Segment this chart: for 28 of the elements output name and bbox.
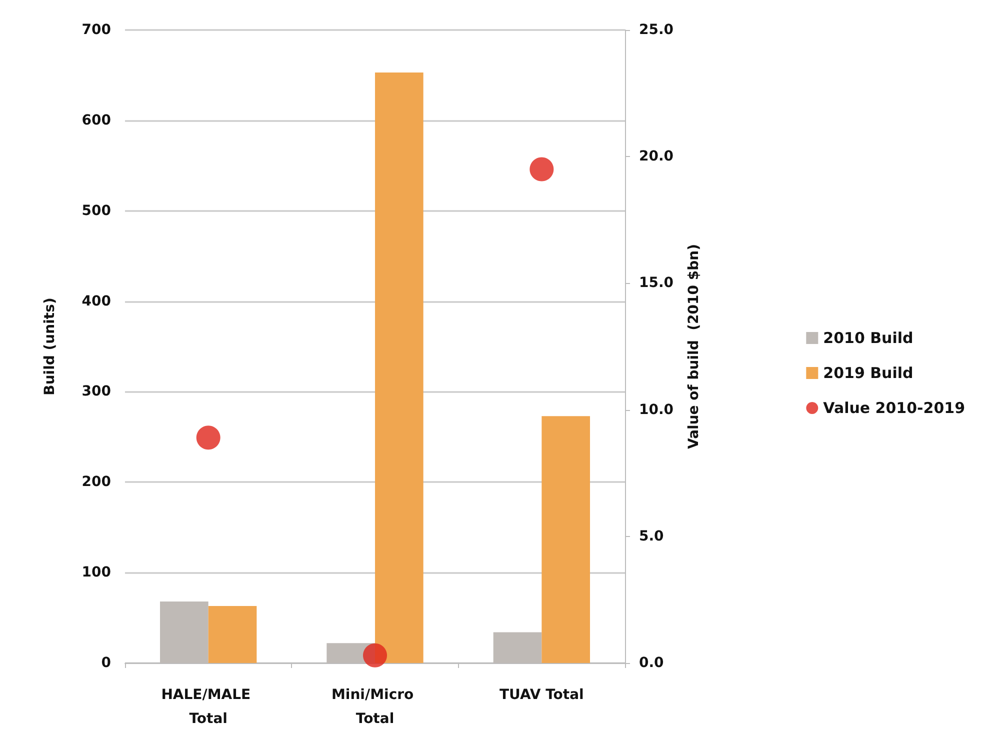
y-tick-label: 600 bbox=[82, 112, 112, 128]
y-tick-label: 100 bbox=[82, 564, 112, 581]
y2-tick-label: 15.0 bbox=[639, 275, 674, 292]
y-tick-label: 700 bbox=[82, 22, 112, 38]
x-tick-label: Mini/Micro Total bbox=[331, 687, 419, 727]
y2-axis-title: Value of build (2010 $bn) bbox=[686, 244, 702, 449]
bar bbox=[542, 416, 590, 663]
bar bbox=[208, 606, 257, 663]
y2-tick-label: 10.0 bbox=[639, 402, 674, 418]
point bbox=[530, 157, 554, 182]
y-tick-label: 500 bbox=[82, 202, 112, 219]
legend-label: 2019 Build bbox=[823, 364, 914, 382]
y-tick-label: 400 bbox=[82, 293, 112, 310]
y2-tick-label: 0.0 bbox=[639, 655, 664, 671]
point bbox=[363, 643, 387, 668]
y2-tick-label: 20.0 bbox=[639, 148, 674, 165]
y2-tick-label: 5.0 bbox=[639, 528, 664, 544]
y2-tick-label: 25.0 bbox=[639, 22, 674, 38]
bar bbox=[375, 72, 424, 663]
x-tick-label: TUAV Total bbox=[500, 687, 584, 703]
x-tick-label: HALE/MALE Total bbox=[161, 687, 256, 727]
y-axis-title: Build (units) bbox=[42, 298, 58, 396]
y-tick-label: 200 bbox=[82, 474, 112, 490]
y-tick-label: 0 bbox=[101, 655, 112, 671]
y-tick-label: 300 bbox=[82, 384, 112, 400]
legend-label: Value 2010-2019 bbox=[823, 399, 966, 417]
point bbox=[196, 426, 220, 450]
legend-label: 2010 Build bbox=[823, 329, 914, 347]
